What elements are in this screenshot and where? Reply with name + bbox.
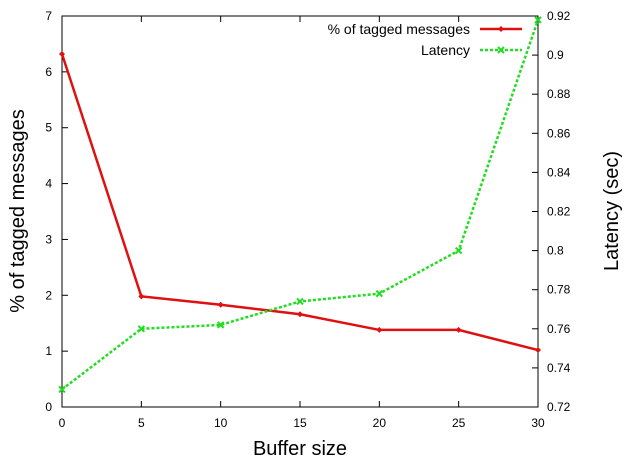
y-tick-label: 0 [45, 400, 52, 414]
y2-tick-label: 0.72 [547, 400, 571, 414]
data-point-1 [375, 289, 384, 298]
data-point-0 [535, 347, 541, 354]
data-point-1 [137, 325, 146, 333]
legend-marker-latency [497, 46, 505, 54]
y-tick-label: 7 [45, 9, 52, 23]
legend-marker-tagged [498, 26, 504, 32]
y2-tick-label: 0.86 [547, 126, 571, 140]
y2-tick-label: 0.76 [547, 322, 571, 336]
data-point-1 [58, 385, 66, 394]
y2-tick-label: 0.74 [547, 361, 571, 375]
series-line-1 [61, 19, 540, 391]
legend-label-latency: Latency [421, 42, 470, 58]
series-layer [58, 16, 542, 394]
y-axis-right-ticks: 0.72 0.74 0.76 0.78 0.8 0.82 0.84 0.86 0.88 0.9 0.… [532, 9, 571, 414]
y-tick-label: 6 [45, 65, 52, 79]
x-axis-title: Buffer size [253, 438, 347, 460]
plot-frame [61, 15, 539, 408]
x-tick-label: 20 [373, 416, 387, 430]
y2-tick-label: 0.9 [547, 48, 564, 62]
x-tick-label: 0 [59, 416, 66, 430]
y-axis-left-title: % of tagged messages [7, 109, 29, 312]
y2-tick-label: 0.88 [547, 87, 571, 101]
x-tick-label: 5 [138, 416, 145, 430]
data-point-0 [297, 311, 303, 318]
y2-tick-label: 0.92 [547, 9, 571, 23]
data-point-0 [455, 326, 462, 333]
data-point-1 [454, 246, 463, 255]
series-line-0 [60, 53, 539, 352]
y-tick-label: 3 [45, 232, 52, 246]
y2-tick-label: 0.78 [547, 283, 571, 297]
y-axis-right-title: Latency (sec) [601, 151, 623, 271]
y-tick-label: 1 [45, 344, 52, 358]
y-tick-label: 2 [45, 288, 52, 302]
y-tick-label: 4 [45, 177, 52, 191]
legend-label-tagged: % of tagged messages [328, 21, 470, 37]
y2-tick-label: 0.82 [547, 205, 571, 219]
x-tick-label: 30 [531, 416, 545, 430]
data-point-1 [216, 321, 225, 329]
x-tick-label: 25 [452, 416, 466, 430]
data-point-0 [376, 326, 383, 333]
data-point-0 [138, 293, 145, 300]
y2-tick-label: 0.8 [547, 244, 564, 258]
data-point-1 [296, 297, 304, 306]
x-tick-label: 10 [214, 416, 228, 430]
y-axis-left-ticks: 0 1 2 3 4 5 6 7 [45, 9, 68, 414]
y-tick-label: 5 [45, 121, 52, 135]
y2-tick-label: 0.84 [547, 165, 571, 179]
data-point-0 [59, 50, 65, 57]
x-tick-label: 15 [293, 416, 307, 430]
x-axis-ticks: 0 5 10 15 20 25 30 [59, 16, 545, 430]
legend: % of tagged messages Latency [328, 21, 522, 58]
data-point-0 [217, 301, 224, 308]
data-point-1 [534, 16, 542, 24]
